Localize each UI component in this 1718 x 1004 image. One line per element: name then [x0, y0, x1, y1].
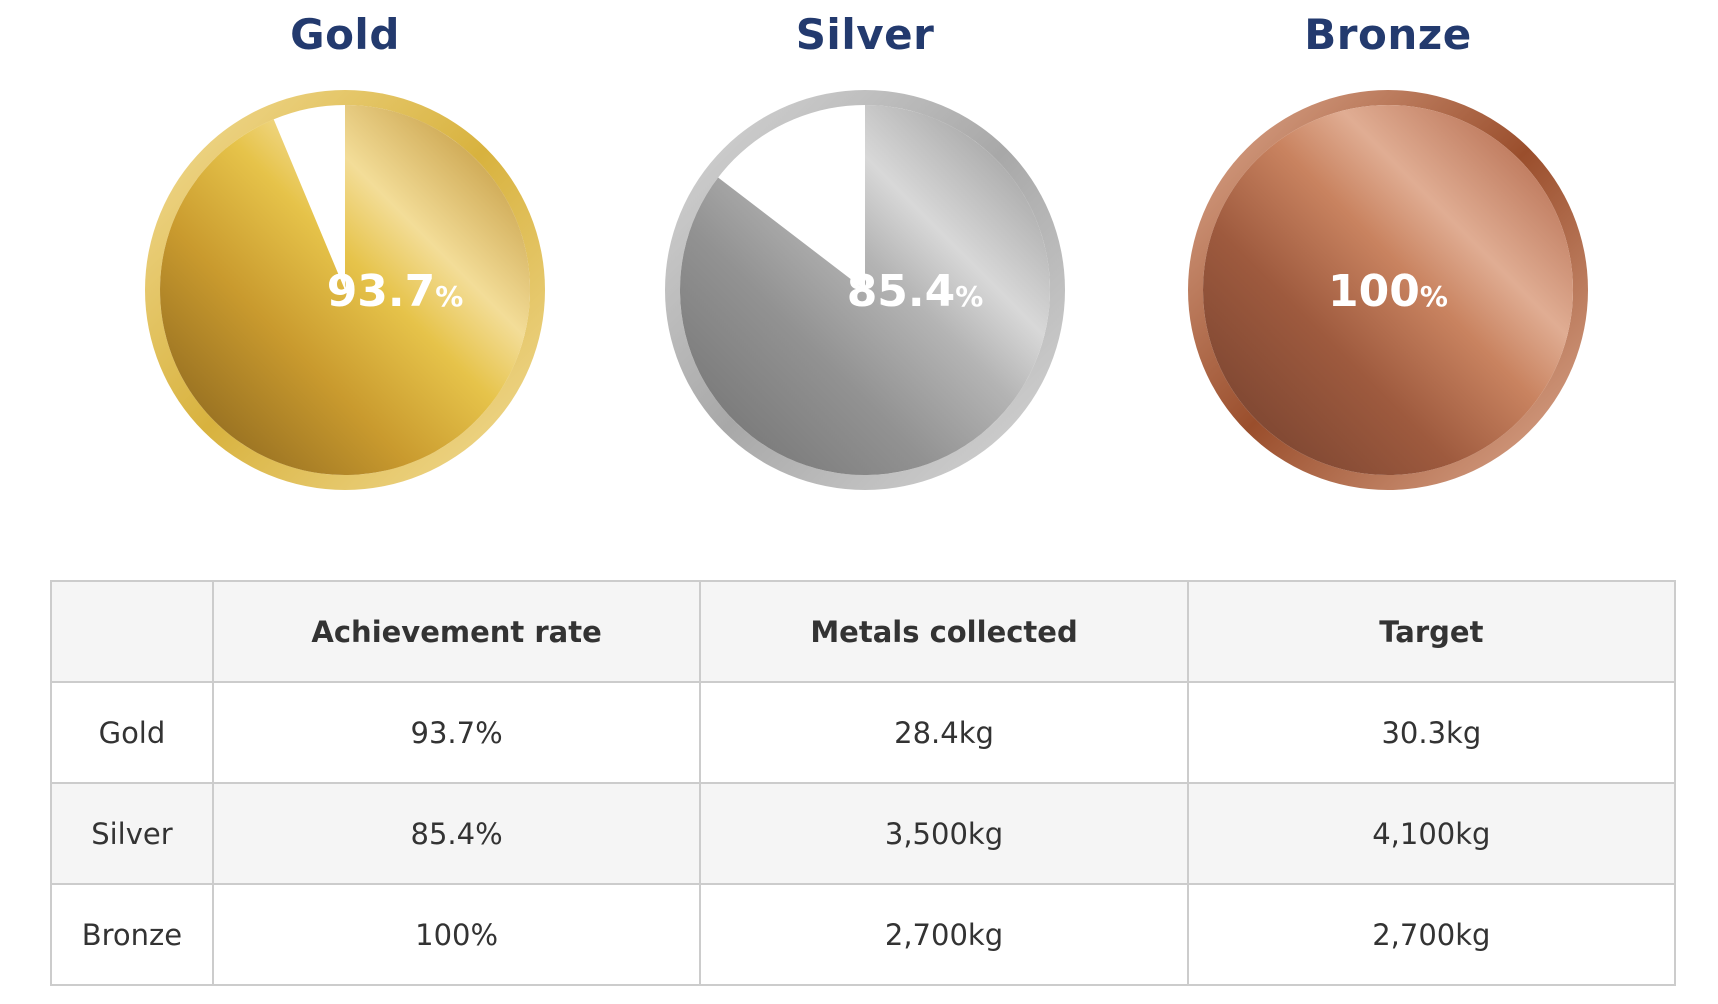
bronze-medal-title: Bronze — [1304, 10, 1472, 59]
header-target: Target — [1186, 580, 1677, 683]
silver-medal-pie: 85.4% — [665, 90, 1065, 490]
bronze-medal-slice — [1203, 105, 1573, 475]
silver-medal-slice — [679, 105, 1050, 476]
gold-medal-pie: 93.7% — [145, 90, 545, 490]
target-cell: 4,100kg — [1186, 782, 1677, 885]
bronze-medal-value-label: 100% — [1328, 266, 1448, 317]
bronze-medal-chart: Bronze 100% — [1178, 0, 1598, 520]
metals-collected-cell: 3,500kg — [699, 782, 1189, 885]
metals-collected-cell: 2,700kg — [699, 883, 1189, 986]
header-empty — [50, 580, 214, 683]
gold-medal-chart: Gold 93.7% — [135, 0, 555, 520]
table-header-row: Achievement rate Metals collected Target — [50, 580, 1677, 683]
target-cell: 30.3kg — [1186, 681, 1677, 784]
achievement-rate-cell: 100% — [211, 883, 702, 986]
achievement-rate-cell: 85.4% — [211, 782, 702, 885]
row-label: Gold — [50, 681, 214, 784]
silver-medal-chart: Silver 85.4% — [655, 0, 1075, 520]
metals-collected-cell: 28.4kg — [699, 681, 1189, 784]
medal-charts: Gold 93.7% Silver 85.4% Bronze 100% — [135, 0, 1598, 520]
header-metals-collected: Metals collected — [699, 580, 1189, 683]
table-row: Gold 93.7% 28.4kg 30.3kg — [50, 681, 1677, 784]
silver-medal-title: Silver — [795, 10, 935, 59]
table-row: Bronze 100% 2,700kg 2,700kg — [50, 883, 1677, 986]
header-achievement-rate: Achievement rate — [211, 580, 702, 683]
gold-medal-value-label: 93.7% — [327, 266, 464, 317]
silver-medal-value-label: 85.4% — [847, 266, 984, 317]
row-label: Bronze — [50, 883, 214, 986]
row-label: Silver — [50, 782, 214, 885]
table-row: Silver 85.4% 3,500kg 4,100kg — [50, 782, 1677, 885]
gold-medal-slice — [160, 105, 531, 475]
achievement-rate-cell: 93.7% — [211, 681, 702, 784]
results-table: Achievement rate Metals collected Target… — [50, 580, 1677, 986]
gold-medal-title: Gold — [290, 10, 400, 59]
target-cell: 2,700kg — [1186, 883, 1677, 986]
bronze-medal-pie: 100% — [1188, 90, 1588, 490]
